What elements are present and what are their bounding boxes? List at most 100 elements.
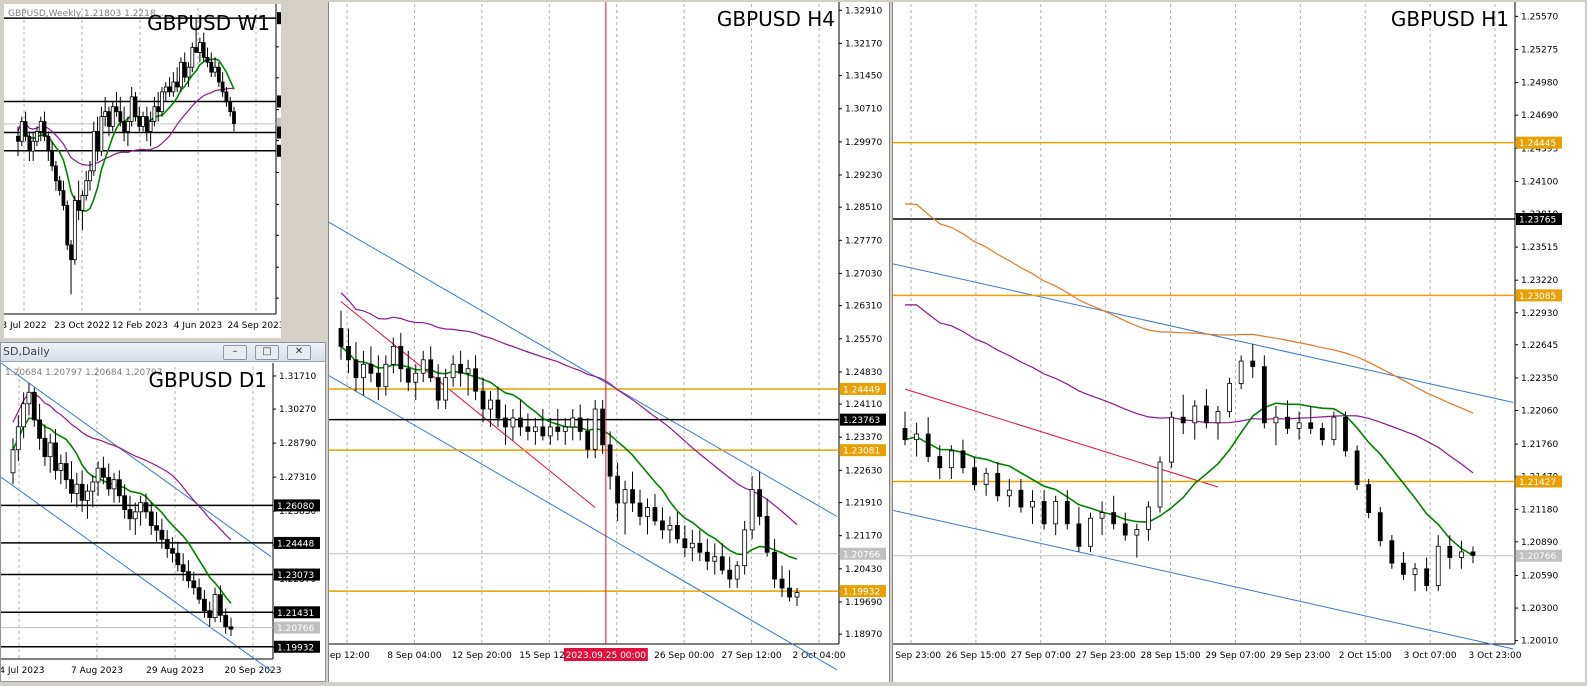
chart-w1-svg[interactable]: 3 Jul 2022 23 Oct 2022 12 Feb 2023 4 Jun 20… [4,4,281,338]
price-label: 1.23073 [277,571,314,581]
candle-body [1215,411,1221,424]
candle-body [114,106,119,113]
candle-body [764,516,770,553]
y-tick-label: 1.27030 [845,269,882,279]
x-tick-label: 12 Feb 2023 [112,321,168,331]
chart-d1-svg[interactable]: 14 Jul 2023 7 Aug 2023 29 Aug 2023 20 Sep 2… [1,363,325,681]
x-tick-label: 29 Aug 2023 [146,666,204,676]
chart-background [893,2,1585,682]
candle-body [110,106,115,127]
candle-body [346,345,351,361]
x-tick-label: 26 Sep 15:00 [946,651,1006,661]
price-label: 1.23765 [1519,216,1556,226]
candle-body [31,140,36,152]
candle-body [1041,501,1047,525]
candle-body [99,116,104,152]
x-tick-label: 8 Sep 04:00 [387,651,442,661]
y-tick-label: 1.21760 [1521,440,1558,450]
candle-body [435,377,441,401]
candle-body [630,489,635,504]
price-label: 1.20766 [280,120,281,130]
candle-body [570,417,576,428]
candle-body [413,372,419,383]
candle-body [547,426,553,437]
y-tick-label: 1.26310 [845,302,882,312]
candle-body [79,483,85,501]
y-tick-label: 1.22930 [1521,309,1558,319]
chart-window-d1[interactable]: SD,Daily – □ ✕ 14 Jul 2023 7 Aug 2023 29 A… [0,342,326,682]
chart-title: GBPUSD H1 [1391,7,1509,31]
candle-body [495,399,501,419]
y-tick-label: 1.22350 [1521,374,1558,384]
candle-body [353,359,359,379]
candle-body [1227,383,1232,412]
candle-body [1192,405,1198,424]
chart-panel-w1[interactable]: 3 Jul 2022 23 Oct 2022 12 Feb 2023 4 Jun 20… [4,4,281,338]
candle-body [58,463,64,471]
y-tick-label: 1.27770 [845,236,882,246]
chart-panel-h1[interactable]: 25 Sep 23:00 26 Sep 15:00 27 Sep 07:00 27 S… [892,2,1585,682]
candle-body [450,363,456,379]
price-label-box [1516,475,1562,488]
y-tick-label: 1.20890 [1521,538,1558,548]
candle-body [1377,512,1383,542]
y-tick-label: 1.23220 [1521,276,1558,286]
chart-h1-svg[interactable]: 25 Sep 23:00 26 Sep 15:00 27 Sep 07:00 27 S… [893,2,1585,682]
candle-body [1447,545,1453,558]
chart-info-line: 1.20684 1.20797 1.20684 1.20797 [5,368,162,378]
y-tick-label: 1.25830 [279,507,316,517]
candle-body [209,61,214,73]
y-tick-label: 1.27310 [279,473,316,483]
candle-body [144,116,149,132]
y-tick-label: 1.22645 [1521,341,1558,351]
y-tick-label: 1.30270 [279,405,316,415]
close-button[interactable]: ✕ [287,345,311,360]
candle-body [57,180,62,192]
chart-panel-h4[interactable]: Sep 12:00 8 Sep 04:00 12 Sep 20:00 15 Sep 1… [328,2,890,682]
candle-body [1343,416,1348,452]
ma-fast-line [340,345,798,560]
candle-body [152,106,157,122]
candle-body [38,121,43,132]
maximize-button[interactable]: □ [255,345,279,360]
candle-body [1308,422,1314,429]
candle-body [74,483,80,494]
candle-body [925,433,931,457]
y-tick-label: 1.31450 [845,72,882,82]
ma-slow-line [12,391,232,541]
candle-body [202,598,207,612]
crosshair-time-label: 2023.09.25 00:00 [566,651,647,661]
candle-body [704,551,710,562]
window-titlebar[interactable]: SD,Daily – □ ✕ [1,343,325,362]
candle-body [171,81,176,93]
candle-body [902,428,908,441]
candle-body [186,66,191,78]
candle-body [228,626,234,630]
candle-body [1412,568,1418,575]
price-label-box [274,568,320,581]
candle-body [129,96,134,122]
candle-body [420,359,426,374]
y-tick-label: 1.25570 [1521,12,1558,22]
price-label-box [277,12,281,25]
candle-body [1180,416,1186,424]
candle-body [660,520,665,531]
price-label: 1.19932 [277,643,314,653]
candle-body [167,86,172,93]
price-label: 1.24445 [1519,139,1556,149]
ma-slow-line [904,304,1474,474]
price-label-box [1516,213,1562,226]
candle-body [1122,523,1128,536]
candle-body [1470,551,1476,556]
candle-body [585,431,591,450]
y-tick-label: 1.29230 [845,171,882,181]
chart-h4-svg[interactable]: Sep 12:00 8 Sep 04:00 12 Sep 20:00 15 Sep 1… [329,2,889,682]
candle-body [47,442,53,458]
candle-body [19,121,24,142]
channel-lower-line [893,509,1514,650]
candle-body [53,442,58,471]
candle-body [154,525,159,531]
candle-body [1354,450,1360,485]
price-label-box [274,499,320,512]
minimize-button[interactable]: – [223,345,247,360]
